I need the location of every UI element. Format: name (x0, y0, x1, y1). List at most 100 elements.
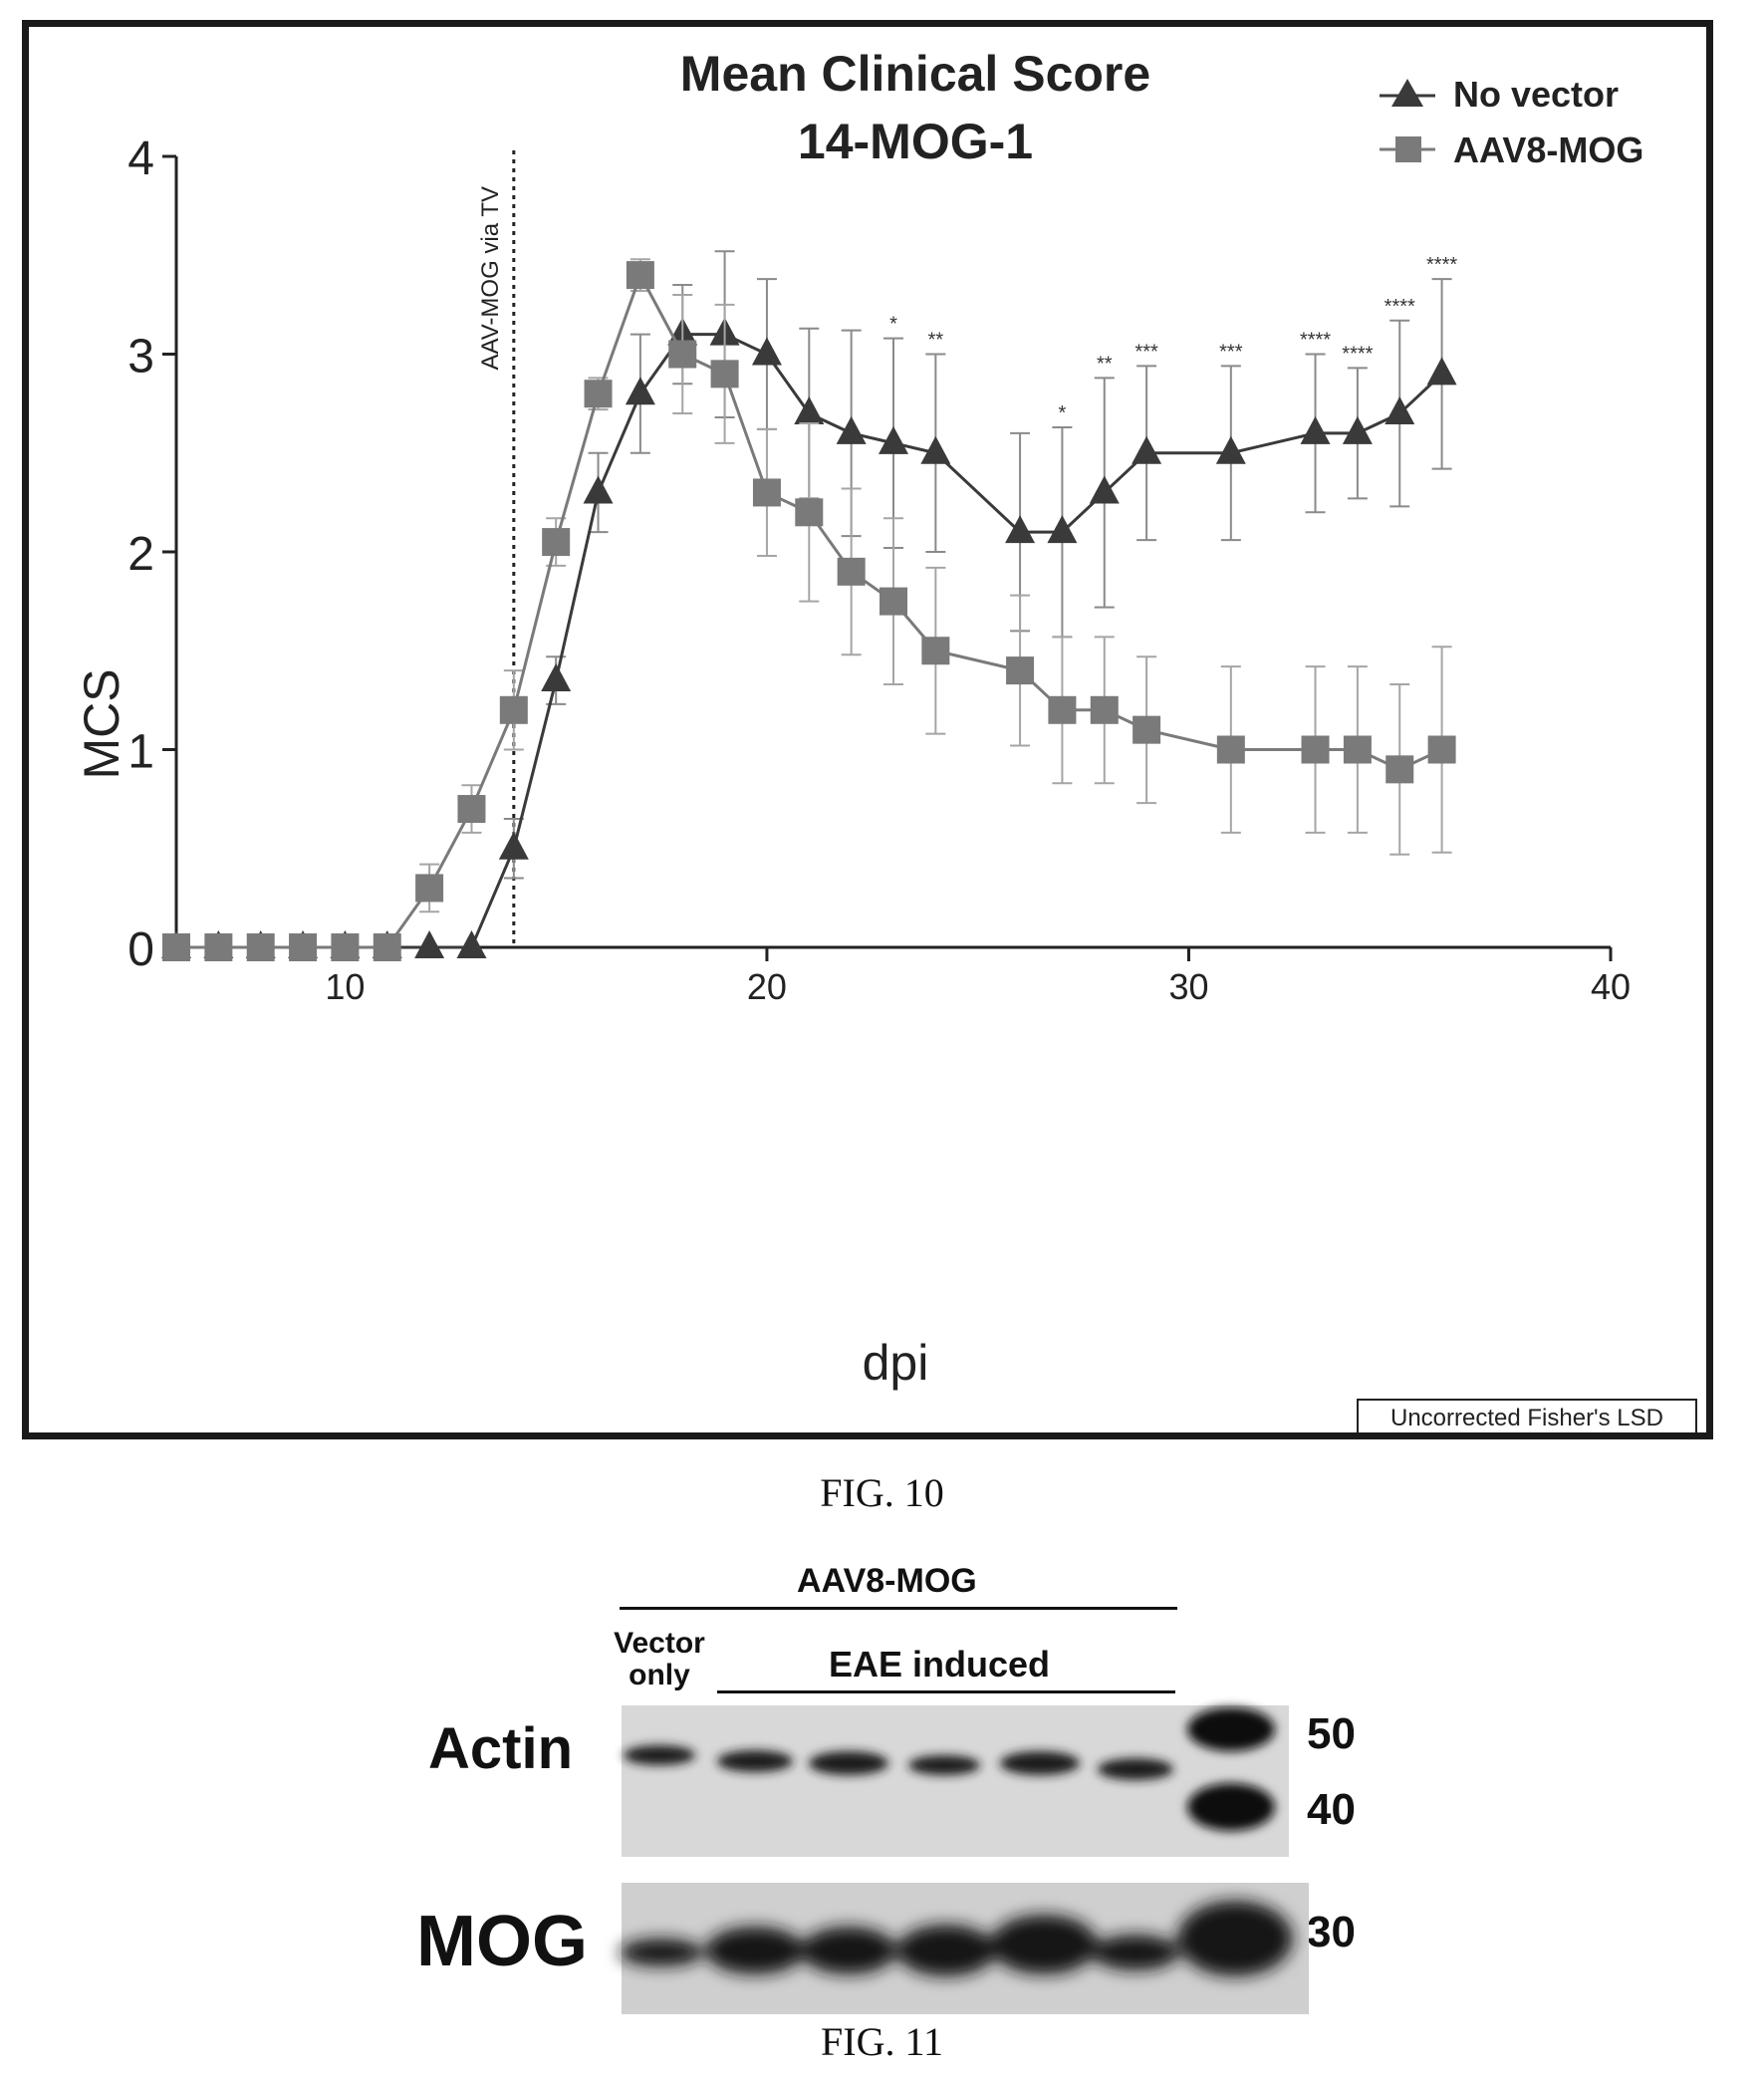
series-aav8-mog (162, 258, 1456, 961)
data-point-square (1301, 735, 1330, 764)
data-point-square (373, 933, 401, 961)
data-point-triangle (583, 475, 614, 504)
legend-no-vector: No vector (1453, 74, 1619, 115)
data-point-square (1427, 735, 1456, 764)
data-point-square (626, 261, 654, 290)
stats-note-box (1357, 1399, 1697, 1432)
chart-subtitle: 14-MOG-1 (798, 114, 1033, 169)
data-point-triangle (836, 415, 867, 444)
chart-ticks: 0 1 2 3 4 10 20 30 40 (127, 132, 1631, 1007)
x-tick-label: 30 (1168, 966, 1208, 1007)
actin-band-lane1 (624, 1745, 695, 1765)
y-tick-label: 1 (127, 726, 154, 779)
data-point-triangle (414, 930, 445, 958)
legend-triangle-marker (1391, 79, 1423, 107)
data-point-square (1216, 735, 1245, 764)
data-point-triangle (751, 337, 782, 366)
stats-note-text: Uncorrected Fisher's LSD (1390, 1405, 1663, 1431)
significance-marker: * (889, 314, 897, 336)
data-point-triangle (1342, 415, 1373, 444)
y-tick-label: 4 (127, 132, 154, 185)
data-point-square (289, 933, 318, 961)
data-point-square (1048, 695, 1077, 724)
actin-bands (624, 1745, 1173, 1780)
injection-day-label: AAV-MOG via TV (477, 186, 504, 371)
data-point-triangle (879, 425, 908, 454)
actin-band-lane5 (1000, 1751, 1080, 1775)
data-point-triangle (1300, 415, 1331, 444)
significance-marker: **** (1342, 343, 1373, 365)
figure-11-caption: FIG. 11 (821, 2019, 943, 2064)
x-tick-label: 40 (1591, 966, 1631, 1007)
actin-band-lane4 (908, 1755, 980, 1775)
data-point-triangle (920, 435, 951, 464)
data-point-triangle (1215, 435, 1246, 464)
mog-band-lane5 (990, 1915, 1098, 1974)
mog-row-label: MOG (416, 1902, 588, 1981)
x-axis-label: dpi (863, 1335, 929, 1391)
data-point-square (837, 557, 866, 586)
significance-marker: *** (1134, 341, 1158, 363)
figure-10-caption: FIG. 10 (820, 1470, 944, 1515)
data-point-triangle (456, 930, 487, 958)
series-layer (161, 250, 1457, 961)
chart-title: Mean Clinical Score (680, 46, 1150, 102)
legend-aav8-mog: AAV8-MOG (1453, 130, 1643, 170)
mog-band-lane3 (801, 1927, 896, 1974)
eae-induced-label: EAE induced (829, 1644, 1051, 1685)
x-tick-label: 20 (747, 966, 787, 1007)
data-point-square (1386, 755, 1414, 784)
data-point-square (246, 933, 275, 961)
data-point-triangle (1132, 435, 1162, 464)
data-point-square (415, 874, 444, 903)
mog-band-lane2 (705, 1927, 805, 1974)
legend: No vector AAV8-MOG (1380, 74, 1643, 170)
y-tick-label: 2 (127, 528, 154, 581)
data-point-triangle (1426, 357, 1457, 386)
significance-marker: * (1059, 402, 1067, 424)
data-point-square (1343, 735, 1372, 764)
significance-layer: ********* ******************* (889, 254, 1457, 424)
mog-ladder-band-30 (1177, 1901, 1293, 1976)
data-point-square (921, 637, 950, 665)
data-point-square (795, 498, 824, 527)
data-point-square (1006, 656, 1035, 685)
data-point-triangle (794, 396, 825, 425)
significance-marker: **** (1385, 296, 1415, 318)
marker-30kda: 30 (1307, 1908, 1356, 1956)
mog-band-lane4 (896, 1925, 996, 1976)
vector-only-label: Vector only (610, 1628, 709, 1691)
data-point-square (542, 528, 571, 557)
data-point-square (162, 933, 190, 961)
data-point-triangle (1385, 396, 1415, 425)
mog-band-lane6 (1092, 1935, 1179, 1970)
vector-only-line2: only (629, 1659, 690, 1691)
eae-underline (717, 1690, 1175, 1693)
figure-10-frame: 0 1 2 3 4 10 20 30 40 AAV-MOG via TV * ** * ** *** **… (22, 20, 1713, 1439)
actin-band-lane6 (1098, 1758, 1173, 1780)
data-point-square (204, 933, 233, 961)
mog-band-lane1 (620, 1939, 703, 1966)
significance-marker: ** (1097, 353, 1113, 375)
actin-row-label: Actin (428, 1716, 573, 1781)
actin-ladder (1187, 1707, 1275, 1831)
significance-marker: **** (1300, 330, 1331, 352)
data-point-square (880, 587, 907, 616)
actin-band-lane3 (809, 1751, 888, 1775)
y-tick-label: 0 (127, 923, 154, 976)
mog-bands (620, 1901, 1293, 1976)
data-point-triangle (625, 377, 655, 405)
y-axis-label: MCS (74, 668, 129, 779)
marker-40kda: 40 (1307, 1785, 1356, 1834)
actin-band-lane2 (717, 1750, 793, 1772)
data-point-square (752, 478, 781, 507)
ladder-band-50 (1187, 1707, 1275, 1751)
data-point-triangle (541, 663, 572, 692)
ladder-band-40 (1187, 1783, 1275, 1831)
actin-membrane (622, 1705, 1289, 1857)
y-tick-label: 3 (127, 331, 154, 384)
data-point-triangle (498, 831, 529, 860)
